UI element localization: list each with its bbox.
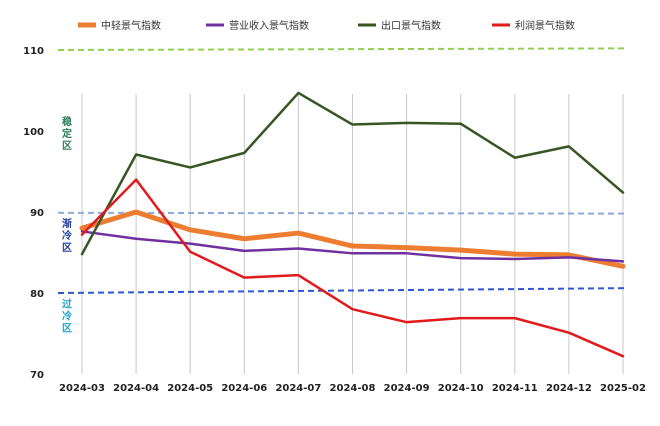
- vertical-gridlines: [82, 94, 623, 374]
- x-tick-label: 2024-11: [492, 383, 538, 394]
- x-tick-label: 2024-07: [275, 383, 321, 394]
- x-tick-label: 2025-02: [600, 383, 646, 394]
- y-axis: 70 80 90 100 110: [23, 46, 44, 381]
- legend-label: 出口景气指数: [381, 19, 441, 32]
- x-tick-label: 2024-06: [221, 383, 267, 394]
- x-tick-label: 2024-10: [438, 383, 484, 394]
- x-tick-label: 2024-12: [546, 383, 592, 394]
- legend: 中轻景气指数 营业收入景气指数 出口景气指数 利润景气指数: [78, 19, 575, 32]
- y-tick-label: 110: [23, 46, 44, 57]
- y-tick-label: 100: [23, 127, 44, 138]
- zone-label: 渐冷区: [62, 217, 72, 254]
- zone-label: 过冷区: [62, 297, 72, 334]
- legend-label: 利润景气指数: [515, 19, 575, 32]
- x-tick-label: 2024-03: [59, 383, 105, 394]
- reference-line-lower: [58, 288, 627, 293]
- x-tick-label: 2024-04: [113, 383, 159, 394]
- x-tick-label: 2024-09: [384, 383, 430, 394]
- legend-label: 中轻景气指数: [101, 19, 161, 32]
- x-axis: 2024-03 2024-04 2024-05 2024-06 2024-07 2024-…: [59, 383, 646, 394]
- zone-label: 稳定区: [62, 115, 72, 152]
- x-tick-label: 2024-08: [330, 383, 376, 394]
- y-tick-label: 80: [30, 289, 44, 300]
- legend-label: 营业收入景气指数: [229, 19, 309, 32]
- y-tick-label: 90: [30, 208, 44, 219]
- reference-line-upper: [58, 48, 627, 50]
- y-tick-label: 70: [30, 370, 44, 381]
- x-tick-label: 2024-05: [167, 383, 213, 394]
